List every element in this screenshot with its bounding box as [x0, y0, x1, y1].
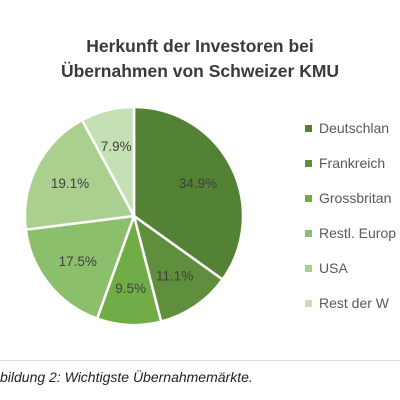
legend-swatch [305, 159, 312, 167]
data-label-deutschland: 34.9% [179, 176, 217, 191]
data-label-usa: 19.1% [51, 176, 89, 191]
chart-title: Herkunft der Investoren bei Übernahmen v… [0, 34, 400, 84]
pie-chart: 34.9% 11.1% 9.5% 17.5% 19.1% 7.9% [23, 105, 245, 327]
pie-slice-frankreich [132, 214, 224, 323]
legend-swatch [305, 299, 312, 307]
legend-item-restl-europa: Restl. Europ [305, 223, 396, 243]
data-label-grossbritannien: 9.5% [115, 281, 146, 296]
legend-label: Rest der W [319, 295, 390, 311]
legend-label: Deutschlan [319, 120, 390, 136]
chart-title-line-2: Übernahmen von Schweizer KMU [60, 61, 340, 81]
pie-slice-usa [23, 118, 136, 231]
legend-label: Grossbritan [319, 190, 392, 206]
legend-swatch [305, 264, 312, 272]
chart-legend: Deutschlan Frankreich Grossbritan Restl. Eu… [305, 118, 396, 328]
chart-area: Herkunft der Investoren bei Übernahmen v… [0, 34, 400, 361]
legend-swatch [305, 229, 312, 237]
chart-title-line-1: Herkunft der Investoren bei [86, 36, 314, 56]
legend-swatch [305, 194, 312, 202]
legend-item-frankreich: Frankreich [305, 153, 396, 173]
legend-item-usa: USA [305, 258, 396, 278]
pie-slice-restl-europa [24, 214, 136, 320]
legend-item-rest-der-welt: Rest der W [305, 293, 396, 313]
legend-label: USA [319, 260, 348, 276]
pie-slice-rest-der-welt [80, 105, 136, 218]
data-label-rest-der-welt: 7.9% [101, 139, 132, 154]
data-label-frankreich: 11.1% [156, 268, 193, 283]
pie-slice-deutschland [132, 105, 245, 281]
legend-label: Restl. Europ [319, 225, 397, 241]
legend-item-grossbritannien: Grossbritan [305, 188, 396, 208]
legend-item-deutschland: Deutschlan [305, 118, 396, 138]
data-label-restl-europa: 17.5% [59, 254, 97, 269]
legend-label: Frankreich [319, 155, 386, 171]
legend-swatch [305, 124, 312, 132]
figure-caption: bildung 2: Wichtigste Übernahmemärkte. [0, 369, 253, 385]
